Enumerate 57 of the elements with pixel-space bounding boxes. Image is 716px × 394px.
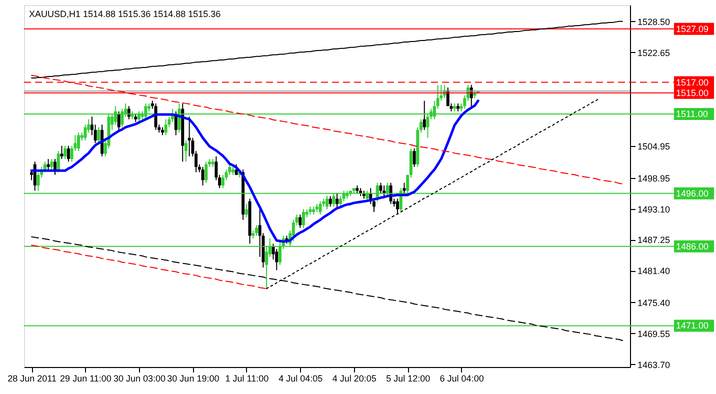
candlestick xyxy=(60,145,64,160)
x-tick-label: 1 Jul 11:00 xyxy=(225,374,269,384)
candlestick xyxy=(97,126,100,144)
candlestick xyxy=(326,196,328,210)
candlestick xyxy=(188,116,191,157)
x-tick-label: 5 Jul 12:00 xyxy=(386,374,430,384)
candlestick xyxy=(64,145,67,160)
x-tick-label: 28 Jun 2011 xyxy=(8,374,56,384)
ref-line-label: 1511.00 xyxy=(676,109,708,120)
candlestick xyxy=(298,214,302,228)
candlestick xyxy=(396,198,400,216)
y-tick-label: 1498.95 xyxy=(638,173,670,184)
y-tick-label: 1487.25 xyxy=(638,235,670,246)
candlestick xyxy=(54,158,57,176)
ref-line-label: 1496.00 xyxy=(676,188,709,198)
x-tick-label: 4 Jul 04:05 xyxy=(278,374,323,384)
candlestick xyxy=(77,132,80,152)
chart-title: XAUUSD,H1 1514.88 1515.36 1514.88 1515.36 xyxy=(29,9,221,19)
candlestick xyxy=(328,196,332,208)
candlestick xyxy=(234,164,238,176)
candlestick xyxy=(379,182,382,194)
candlestick xyxy=(117,110,120,130)
x-tick-label: 30 Jun 19:00 xyxy=(167,374,220,384)
candlestick xyxy=(50,158,54,170)
candlestick xyxy=(318,200,322,216)
candlestick xyxy=(402,182,406,194)
candlestick xyxy=(46,158,50,170)
candlestick xyxy=(244,203,248,218)
x-tick-label: 6 Jul 04:00 xyxy=(440,374,484,384)
ref-line-label: 1527.09 xyxy=(676,24,709,34)
ref-line-label: 1486.00 xyxy=(676,241,709,252)
y-tick-label: 1481.40 xyxy=(638,266,670,276)
ref-line-label: 1515.00 xyxy=(676,88,709,98)
candlestick xyxy=(412,148,416,168)
candlestick xyxy=(184,140,188,162)
line-series xyxy=(31,244,268,290)
y-tick-label: 1528.50 xyxy=(638,16,670,27)
y-tick-label: 1469.55 xyxy=(638,328,670,339)
ref-line-label: 1517.00 xyxy=(676,77,709,88)
y-tick-label: 1475.40 xyxy=(638,298,670,308)
x-tick-label: 4 Jul 20:05 xyxy=(332,374,376,384)
ref-line-label: 1471.00 xyxy=(676,320,709,331)
candlestick xyxy=(66,145,70,162)
candlestick xyxy=(164,118,168,136)
candlestick xyxy=(204,161,208,184)
y-tick-label: 1504.95 xyxy=(638,142,670,152)
candlestick xyxy=(336,192,339,210)
y-tick-label: 1463.70 xyxy=(638,360,670,370)
candlestick xyxy=(422,100,426,130)
x-tick-label: 30 Jun 03:00 xyxy=(113,374,166,384)
line-series xyxy=(31,20,623,79)
candlestick xyxy=(302,208,305,228)
candlestick xyxy=(201,166,204,186)
x-tick-label: 29 Jun 11:00 xyxy=(60,374,112,384)
y-tick-label: 1493.10 xyxy=(638,204,670,214)
candlestick xyxy=(254,224,258,236)
y-tick-label: 1522.65 xyxy=(638,48,670,58)
